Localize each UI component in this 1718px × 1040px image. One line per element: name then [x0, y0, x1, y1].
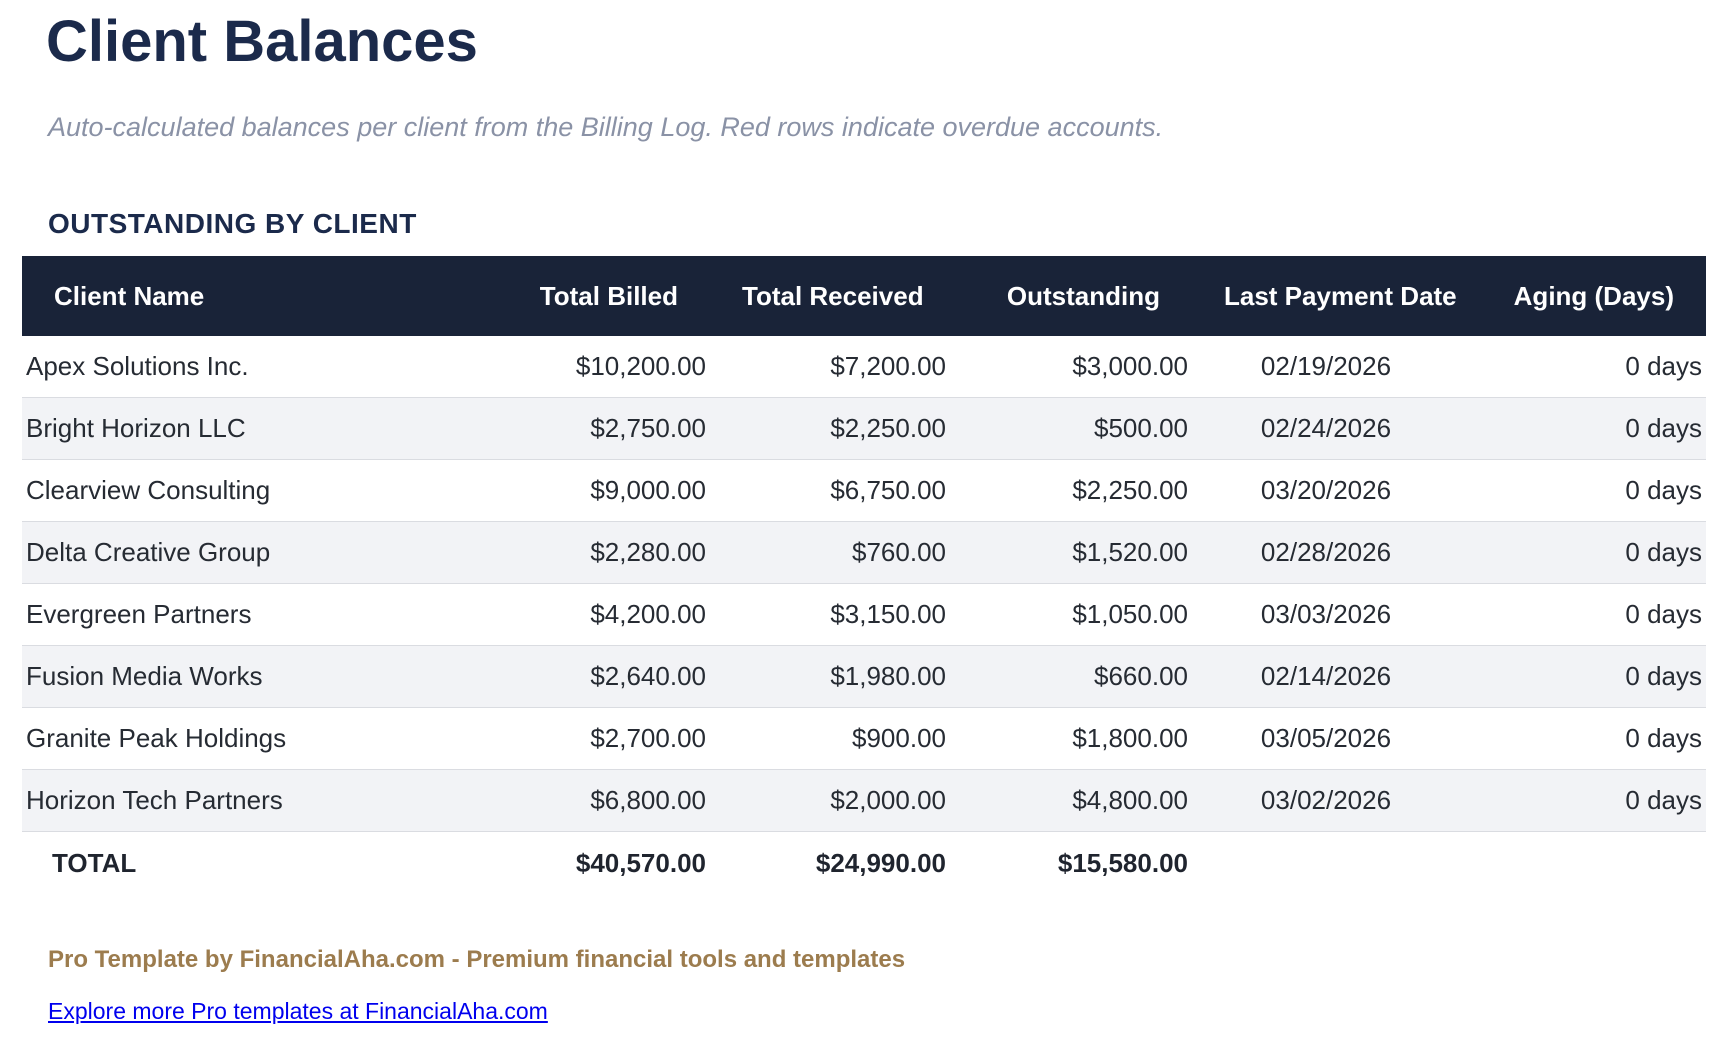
table-row: Delta Creative Group $2,280.00 $760.00 $… — [22, 521, 1706, 584]
cell-aging-days: 0 days — [1460, 336, 1706, 398]
cell-aging-days: 0 days — [1460, 645, 1706, 708]
column-header-last-payment-date: Last Payment Date — [1192, 256, 1460, 336]
page-subtitle: Auto-calculated balances per client from… — [48, 112, 1164, 142]
cell-total-received: $7,200.00 — [710, 336, 950, 398]
table-row: Clearview Consulting $9,000.00 $6,750.00… — [22, 459, 1706, 522]
table-row: Evergreen Partners $4,200.00 $3,150.00 $… — [22, 583, 1706, 646]
table-row: Fusion Media Works $2,640.00 $1,980.00 $… — [22, 645, 1706, 708]
cell-last-payment-date: 03/02/2026 — [1192, 769, 1460, 832]
cell-aging-days: 0 days — [1460, 583, 1706, 646]
cell-client-name: Evergreen Partners — [22, 583, 470, 646]
cell-last-payment-date: 02/14/2026 — [1192, 645, 1460, 708]
table-row: Horizon Tech Partners $6,800.00 $2,000.0… — [22, 769, 1706, 832]
cell-total-billed: $2,640.00 — [470, 645, 710, 708]
cell-aging-days: 0 days — [1460, 707, 1706, 770]
cell-last-payment-date: 02/24/2026 — [1192, 397, 1460, 460]
table-header-row: Client Name Total Billed Total Received … — [22, 256, 1706, 336]
table-row: Bright Horizon LLC $2,750.00 $2,250.00 $… — [22, 397, 1706, 460]
explore-templates-link[interactable]: Explore more Pro templates at FinancialA… — [48, 998, 548, 1024]
table-row: Apex Solutions Inc. $10,200.00 $7,200.00… — [22, 336, 1706, 398]
cell-client-name: Fusion Media Works — [22, 645, 470, 708]
cell-last-payment-date: 02/28/2026 — [1192, 521, 1460, 584]
cell-total-billed: $6,800.00 — [470, 769, 710, 832]
cell-aging-days: 0 days — [1460, 769, 1706, 832]
cell-aging-days: 0 days — [1460, 459, 1706, 522]
cell-aging-days: 0 days — [1460, 397, 1706, 460]
cell-total-billed: $9,000.00 — [470, 459, 710, 522]
cell-client-name: Clearview Consulting — [22, 459, 470, 522]
page-title: Client Balances — [46, 9, 478, 74]
total-billed: $40,570.00 — [470, 831, 710, 894]
section-title: OUTSTANDING BY CLIENT — [48, 208, 417, 239]
cell-total-billed: $2,750.00 — [470, 397, 710, 460]
column-header-aging-days: Aging (Days) — [1460, 256, 1706, 336]
cell-total-received: $2,000.00 — [710, 769, 950, 832]
cell-total-received: $900.00 — [710, 707, 950, 770]
cell-total-received: $760.00 — [710, 521, 950, 584]
cell-total-received: $3,150.00 — [710, 583, 950, 646]
cell-total-billed: $2,280.00 — [470, 521, 710, 584]
table-row: Granite Peak Holdings $2,700.00 $900.00 … — [22, 707, 1706, 770]
total-label: TOTAL — [22, 831, 470, 894]
cell-outstanding: $1,050.00 — [950, 583, 1192, 646]
cell-outstanding: $1,520.00 — [950, 521, 1192, 584]
total-empty-cell — [1192, 831, 1460, 894]
cell-client-name: Apex Solutions Inc. — [22, 336, 470, 398]
column-header-total-billed: Total Billed — [470, 256, 710, 336]
cell-client-name: Granite Peak Holdings — [22, 707, 470, 770]
cell-client-name: Delta Creative Group — [22, 521, 470, 584]
cell-aging-days: 0 days — [1460, 521, 1706, 584]
column-header-total-received: Total Received — [710, 256, 950, 336]
cell-client-name: Horizon Tech Partners — [22, 769, 470, 832]
column-header-client-name: Client Name — [22, 256, 470, 336]
cell-outstanding: $2,250.00 — [950, 459, 1192, 522]
cell-total-billed: $10,200.00 — [470, 336, 710, 398]
cell-total-billed: $2,700.00 — [470, 707, 710, 770]
column-header-outstanding: Outstanding — [950, 256, 1192, 336]
total-row: TOTAL $40,570.00 $24,990.00 $15,580.00 — [22, 831, 1706, 894]
branding-text: Pro Template by FinancialAha.com - Premi… — [48, 946, 906, 973]
total-received: $24,990.00 — [710, 831, 950, 894]
cell-outstanding: $4,800.00 — [950, 769, 1192, 832]
balances-table: Client Name Total Billed Total Received … — [22, 256, 1706, 894]
cell-outstanding: $3,000.00 — [950, 336, 1192, 398]
cell-client-name: Bright Horizon LLC — [22, 397, 470, 460]
cell-total-received: $2,250.00 — [710, 397, 950, 460]
cell-total-billed: $4,200.00 — [470, 583, 710, 646]
cell-outstanding: $1,800.00 — [950, 707, 1192, 770]
cell-outstanding: $660.00 — [950, 645, 1192, 708]
total-empty-cell — [1460, 831, 1706, 894]
cell-last-payment-date: 02/19/2026 — [1192, 336, 1460, 398]
cell-total-received: $1,980.00 — [710, 645, 950, 708]
cell-last-payment-date: 03/03/2026 — [1192, 583, 1460, 646]
cell-last-payment-date: 03/05/2026 — [1192, 707, 1460, 770]
total-outstanding: $15,580.00 — [950, 831, 1192, 894]
cell-last-payment-date: 03/20/2026 — [1192, 459, 1460, 522]
cell-outstanding: $500.00 — [950, 397, 1192, 460]
page-footer: Pro Template by FinancialAha.com - Premi… — [48, 946, 1706, 1025]
cell-total-received: $6,750.00 — [710, 459, 950, 522]
